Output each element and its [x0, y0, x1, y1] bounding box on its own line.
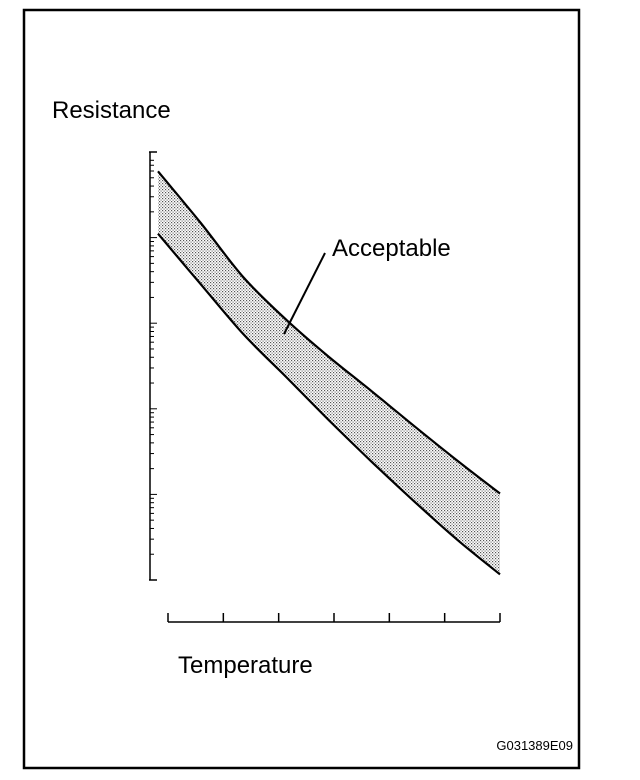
x-axis-label: Temperature — [178, 652, 313, 679]
figure-frame — [22, 8, 581, 770]
acceptable-band-fill — [158, 171, 500, 575]
acceptable-band-layer — [157, 170, 501, 576]
annotation-leader-line — [283, 252, 326, 335]
figure-id: G031389E09 — [496, 738, 573, 753]
y-axis-label: Resistance — [52, 97, 171, 124]
upper-limit-curve — [157, 170, 501, 495]
axes-layer — [149, 151, 501, 623]
lower-limit-curve — [157, 232, 501, 576]
annotation-acceptable: Acceptable — [332, 235, 451, 262]
